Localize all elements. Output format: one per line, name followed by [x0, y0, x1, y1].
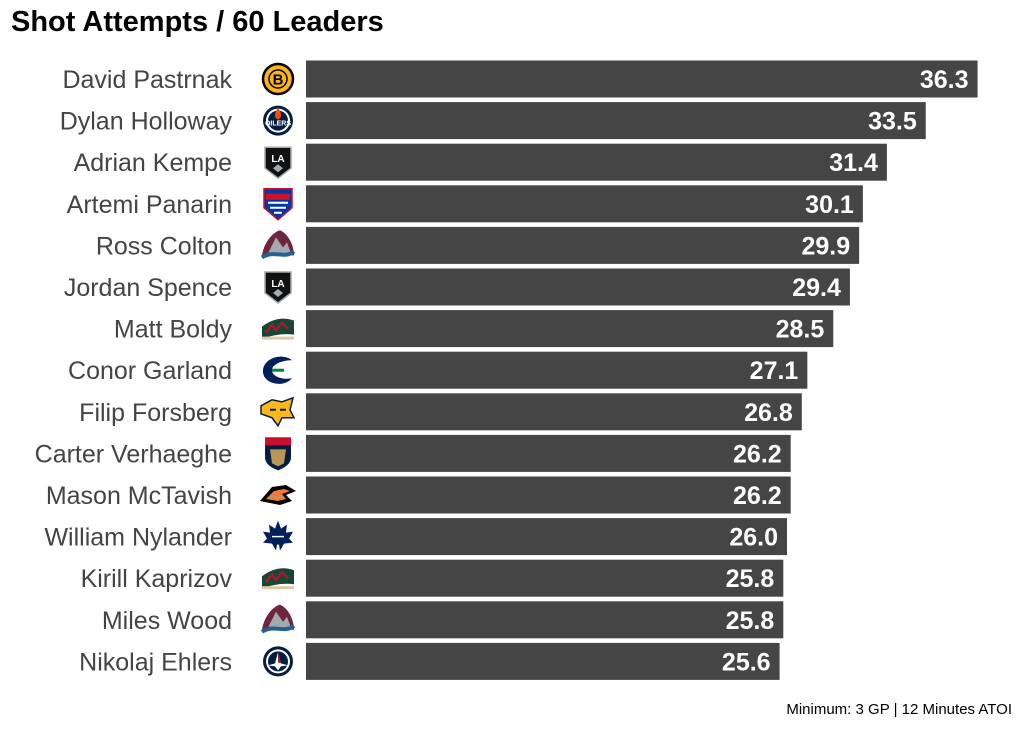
value-label: 33.5 — [868, 108, 917, 136]
player-label: William Nylander — [44, 524, 232, 552]
value-label: 29.4 — [792, 274, 841, 302]
predators-logo-icon — [260, 396, 296, 428]
bruins-logo-icon: B — [261, 62, 295, 96]
player-label: Artemi Panarin — [67, 191, 232, 219]
panthers-logo-icon — [265, 437, 291, 471]
player-label: Nikolaj Ehlers — [79, 648, 232, 676]
ducks-logo-icon — [260, 485, 296, 505]
value-label: 25.8 — [726, 565, 775, 593]
kings-logo-icon: LA — [264, 271, 292, 304]
svg-text:LA: LA — [271, 279, 284, 290]
value-label: 30.1 — [805, 191, 854, 219]
bar — [306, 393, 802, 431]
player-label: Adrian Kempe — [74, 149, 232, 177]
value-label: 36.3 — [920, 66, 969, 94]
wild-logo-icon — [262, 568, 294, 590]
bar — [306, 143, 887, 181]
player-label: Dylan Holloway — [60, 108, 233, 136]
canucks-logo-icon — [262, 356, 292, 384]
value-label: 29.9 — [801, 232, 850, 260]
bar — [306, 226, 860, 264]
value-label: 25.6 — [722, 648, 771, 676]
player-label: Matt Boldy — [114, 316, 233, 344]
player-label: Carter Verhaeghe — [35, 440, 232, 468]
player-label: Kirill Kaprizov — [81, 565, 233, 593]
bar — [306, 268, 850, 306]
player-label: David Pastrnak — [62, 66, 232, 94]
player-label: Jordan Spence — [64, 274, 232, 302]
avalanche-logo-icon — [260, 604, 296, 634]
value-label: 28.5 — [776, 316, 825, 344]
rangers-logo-icon — [263, 188, 293, 221]
maple-leafs-logo-icon — [263, 520, 293, 551]
avalanche-logo-icon — [260, 230, 296, 260]
oilers-logo-icon: OILERS — [263, 105, 293, 136]
svg-text:OILERS: OILERS — [265, 121, 291, 128]
player-label: Conor Garland — [68, 357, 232, 385]
player-label: Miles Wood — [102, 607, 232, 635]
wild-logo-icon — [262, 318, 294, 340]
bar — [306, 351, 808, 389]
player-label: Ross Colton — [96, 232, 232, 260]
value-label: 31.4 — [829, 149, 878, 177]
bar — [306, 476, 791, 514]
player-label: Filip Forsberg — [79, 399, 232, 427]
jets-logo-icon — [263, 646, 293, 677]
bar — [306, 642, 780, 680]
value-label: 26.2 — [733, 482, 782, 510]
value-label: 25.8 — [726, 607, 775, 635]
bar — [306, 60, 978, 98]
chart-title: Shot Attempts / 60 Leaders — [11, 6, 384, 38]
kings-logo-icon: LA — [264, 146, 292, 180]
bar — [306, 185, 863, 223]
value-label: 26.8 — [744, 399, 793, 427]
bar — [306, 518, 787, 556]
value-label: 26.0 — [729, 524, 778, 552]
value-label: 26.2 — [733, 440, 782, 468]
bar — [306, 601, 784, 639]
chart-caption: Minimum: 3 GP | 12 Minutes ATOI — [786, 701, 1012, 718]
bar — [306, 559, 784, 597]
svg-text:B: B — [273, 72, 284, 89]
svg-text:LA: LA — [271, 154, 284, 165]
bar — [306, 434, 791, 472]
player-label: Mason McTavish — [46, 482, 232, 510]
bar — [306, 310, 834, 348]
value-label: 27.1 — [750, 357, 799, 385]
bar — [306, 102, 926, 140]
